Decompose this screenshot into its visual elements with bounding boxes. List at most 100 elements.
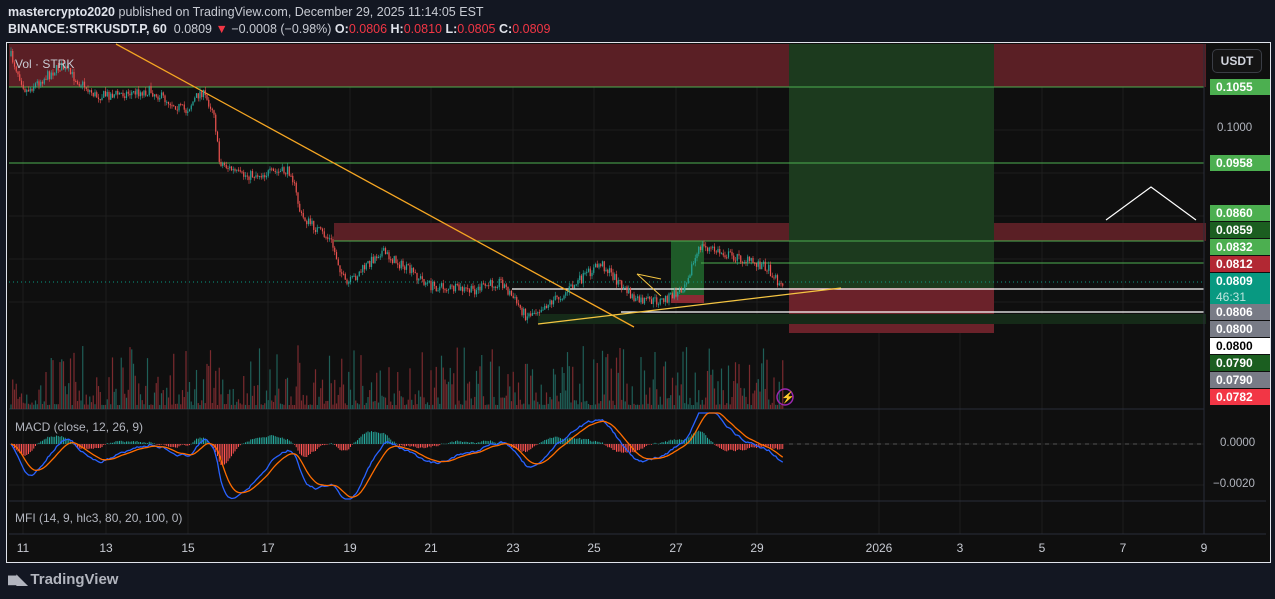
macd-histogram-bar — [285, 439, 287, 444]
volume-bar — [80, 400, 82, 409]
candle — [55, 64, 58, 74]
macd-label[interactable]: MACD (close, 12, 26, 9) — [15, 420, 144, 434]
candle — [437, 290, 439, 292]
l-label: L: — [445, 22, 458, 36]
macd-histogram-bar — [567, 438, 568, 444]
candle — [69, 68, 72, 75]
volume-bar — [628, 404, 630, 409]
volume-bar — [589, 404, 591, 409]
volume-bar — [526, 363, 528, 409]
candle — [330, 238, 332, 240]
h-label: H: — [390, 22, 404, 36]
macd-histogram-bar — [726, 444, 728, 452]
macd-histogram-bar — [458, 441, 460, 444]
volume-bar — [496, 404, 499, 409]
candle — [754, 262, 756, 264]
candle — [447, 289, 450, 291]
volume-bar — [377, 402, 380, 409]
candle — [456, 284, 458, 286]
volume-bar — [575, 400, 577, 409]
volume-bar — [519, 399, 521, 409]
macd-histogram-bar — [441, 443, 442, 445]
macd-histogram-bar — [187, 444, 189, 446]
volume-bar — [773, 377, 775, 409]
candle — [720, 253, 723, 255]
volume-bar — [167, 397, 170, 409]
mfi-label[interactable]: MFI (14, 9, hlc3, 80, 20, 100, 0) — [15, 511, 183, 525]
macd-histogram-bar — [731, 444, 733, 450]
volume-bar — [607, 353, 609, 409]
macd-histogram-bar — [381, 433, 383, 444]
volume-bar — [428, 404, 430, 409]
candle — [216, 131, 219, 142]
candle — [248, 176, 250, 180]
candle — [211, 108, 213, 111]
volume-bar — [265, 390, 268, 409]
macd-histogram-bar — [493, 442, 495, 444]
candle — [106, 91, 108, 97]
candle — [295, 182, 297, 193]
candle — [246, 175, 248, 177]
volume-bar — [162, 390, 164, 409]
volume-bar — [127, 389, 129, 409]
volume-bar — [216, 404, 219, 409]
candle — [407, 264, 409, 266]
candle — [734, 260, 737, 262]
volume-bar — [579, 383, 581, 409]
macd-histogram-bar — [50, 436, 52, 444]
macd-histogram-bar — [393, 441, 395, 444]
volume-bar — [544, 404, 546, 409]
macd-histogram-bar — [304, 444, 306, 457]
volume-bar — [619, 347, 621, 409]
chart-panel[interactable]: ⚡ Vol · STRK USDT 0.1000 0.1055 0.0958 0.0… — [6, 42, 1271, 563]
volume-bar — [232, 388, 234, 409]
candle — [258, 175, 261, 177]
macd-histogram-bar — [577, 438, 579, 444]
volume-bar — [138, 383, 140, 409]
macd-histogram-bar — [542, 441, 544, 444]
candle — [416, 272, 418, 281]
macd-histogram-bar — [47, 436, 49, 444]
macd-histogram-bar — [119, 440, 120, 444]
volume-bar — [617, 372, 619, 409]
candle — [76, 81, 79, 84]
candle — [290, 175, 292, 177]
volume-bar — [300, 400, 303, 409]
candle — [97, 97, 100, 100]
candle — [446, 290, 448, 292]
volume-bar — [621, 399, 623, 409]
volume-bar — [495, 404, 497, 409]
candle — [255, 175, 257, 178]
macd-histogram-bar — [388, 437, 390, 444]
volume-bar — [512, 371, 514, 409]
currency-button[interactable]: USDT — [1212, 49, 1262, 73]
candle — [257, 175, 259, 177]
candle — [722, 253, 724, 256]
volume-bar — [358, 404, 360, 409]
volume-bar — [176, 403, 178, 409]
volume-bar — [685, 347, 688, 409]
volume-bar — [118, 405, 121, 409]
candle — [12, 51, 14, 63]
volume-bar — [82, 346, 84, 409]
tradingview-logo[interactable]: ◼◣ TradingView — [7, 571, 118, 588]
candle — [615, 274, 618, 285]
volume-bar — [125, 397, 128, 409]
macd-histogram-bar — [211, 444, 213, 447]
volume-bar — [481, 355, 483, 409]
volume-bar — [615, 357, 618, 409]
volume-bar — [395, 404, 397, 409]
volume-bar — [636, 404, 639, 409]
candle — [542, 309, 544, 311]
volume-bar — [251, 395, 254, 409]
volume-bar — [664, 361, 667, 409]
volume-bar — [379, 370, 381, 409]
macd-histogram-bar — [178, 444, 180, 447]
macd-histogram-bar — [325, 444, 327, 445]
chart-canvas[interactable]: ⚡ — [7, 43, 1271, 563]
candle — [505, 284, 507, 287]
candle — [405, 264, 408, 270]
author[interactable]: mastercrypto2020 — [8, 5, 116, 19]
macd-histogram-bar — [736, 444, 738, 450]
candle — [162, 92, 164, 96]
